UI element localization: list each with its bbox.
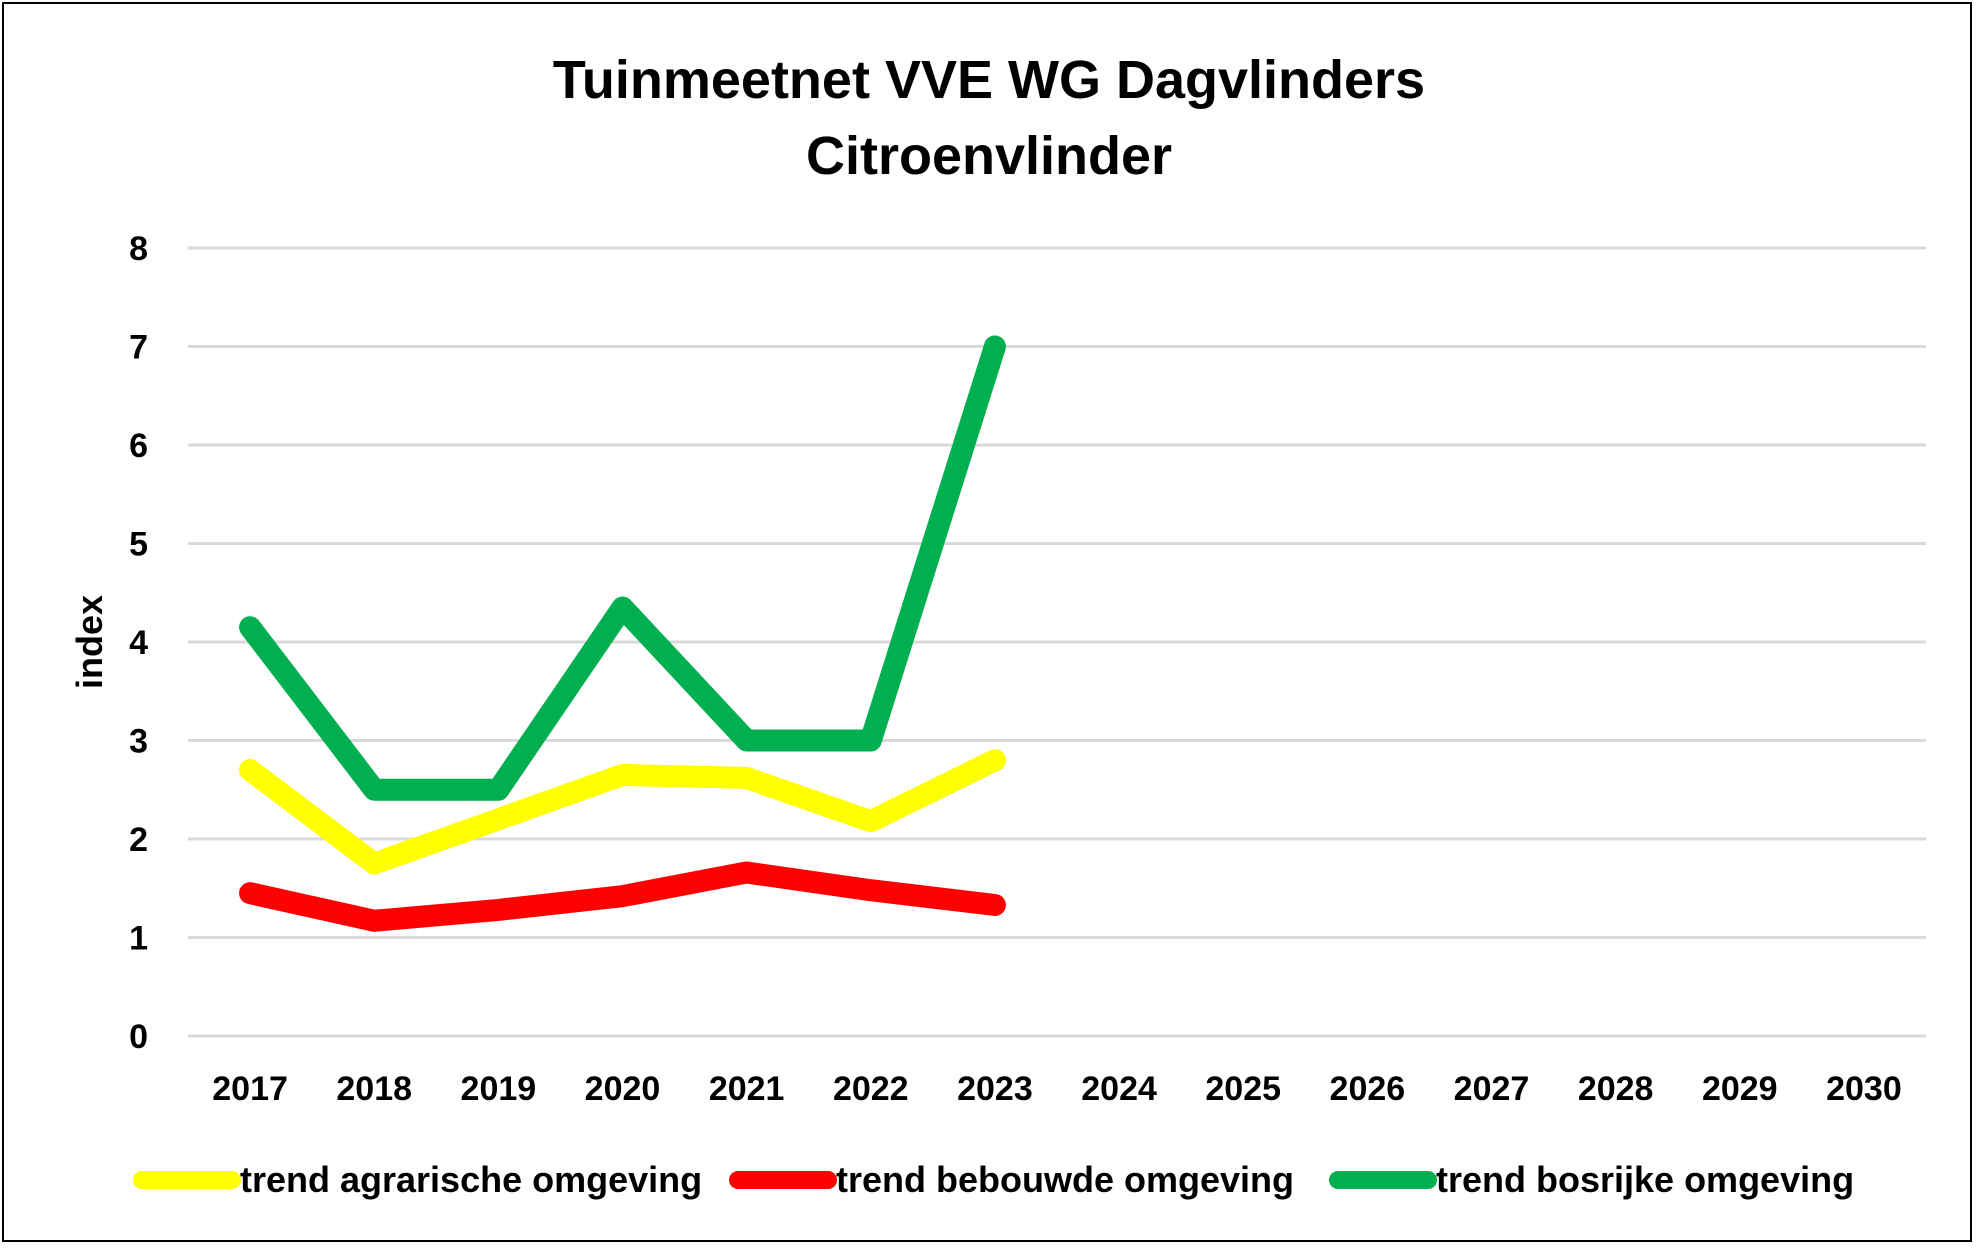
- x-tick-label: 2030: [1826, 1070, 1902, 1108]
- x-tick-label: 2023: [957, 1070, 1033, 1108]
- chart-title-line2: Citroenvlinder: [806, 126, 1172, 186]
- x-tick-label: 2026: [1330, 1070, 1406, 1108]
- y-tick-label: 2: [129, 821, 148, 859]
- x-tick-label: 2024: [1081, 1070, 1157, 1108]
- chart-title-line1: Tuinmeetnet VVE WG Dagvlinders: [553, 50, 1425, 110]
- y-tick-label: 1: [129, 920, 148, 958]
- x-tick-label: 2021: [709, 1070, 785, 1108]
- gridlines: [188, 246, 1926, 1038]
- x-tick-label: 2027: [1454, 1070, 1530, 1108]
- y-tick-label: 3: [129, 723, 148, 761]
- y-tick-label: 4: [129, 624, 148, 662]
- y-tick-label: 5: [129, 526, 148, 564]
- series-line: [239, 335, 1006, 801]
- x-axis-ticks: 2017 2018 2019 2020 2021 2022 2023 2024 2025 2026…: [212, 1070, 1901, 1108]
- y-tick-label: 6: [129, 427, 148, 465]
- legend-label: trend agrarische omgeving: [240, 1159, 702, 1200]
- x-tick-label: 2020: [585, 1070, 661, 1108]
- series-line: [239, 749, 1006, 875]
- y-axis-ticks: 0 1 2 3 4 5 6 7 8: [129, 230, 148, 1056]
- x-tick-label: 2018: [336, 1070, 412, 1108]
- x-tick-label: 2029: [1702, 1070, 1778, 1108]
- legend-label: trend bosrijke omgeving: [1436, 1159, 1854, 1200]
- y-axis-label: index: [69, 595, 110, 689]
- x-tick-label: 2019: [461, 1070, 537, 1108]
- x-tick-label: 2022: [833, 1070, 909, 1108]
- legend: trend agrarische omgeving trend bebouwde …: [133, 1159, 1854, 1200]
- legend-label: trend bebouwde omgeving: [836, 1159, 1294, 1200]
- x-tick-label: 2017: [212, 1070, 288, 1108]
- x-tick-label: 2028: [1578, 1070, 1654, 1108]
- y-tick-label: 7: [129, 329, 148, 367]
- x-tick-label: 2025: [1205, 1070, 1281, 1108]
- series-line: [239, 861, 1006, 932]
- y-tick-label: 0: [129, 1018, 148, 1056]
- series-lines: [239, 335, 1006, 932]
- y-tick-label: 8: [129, 230, 148, 268]
